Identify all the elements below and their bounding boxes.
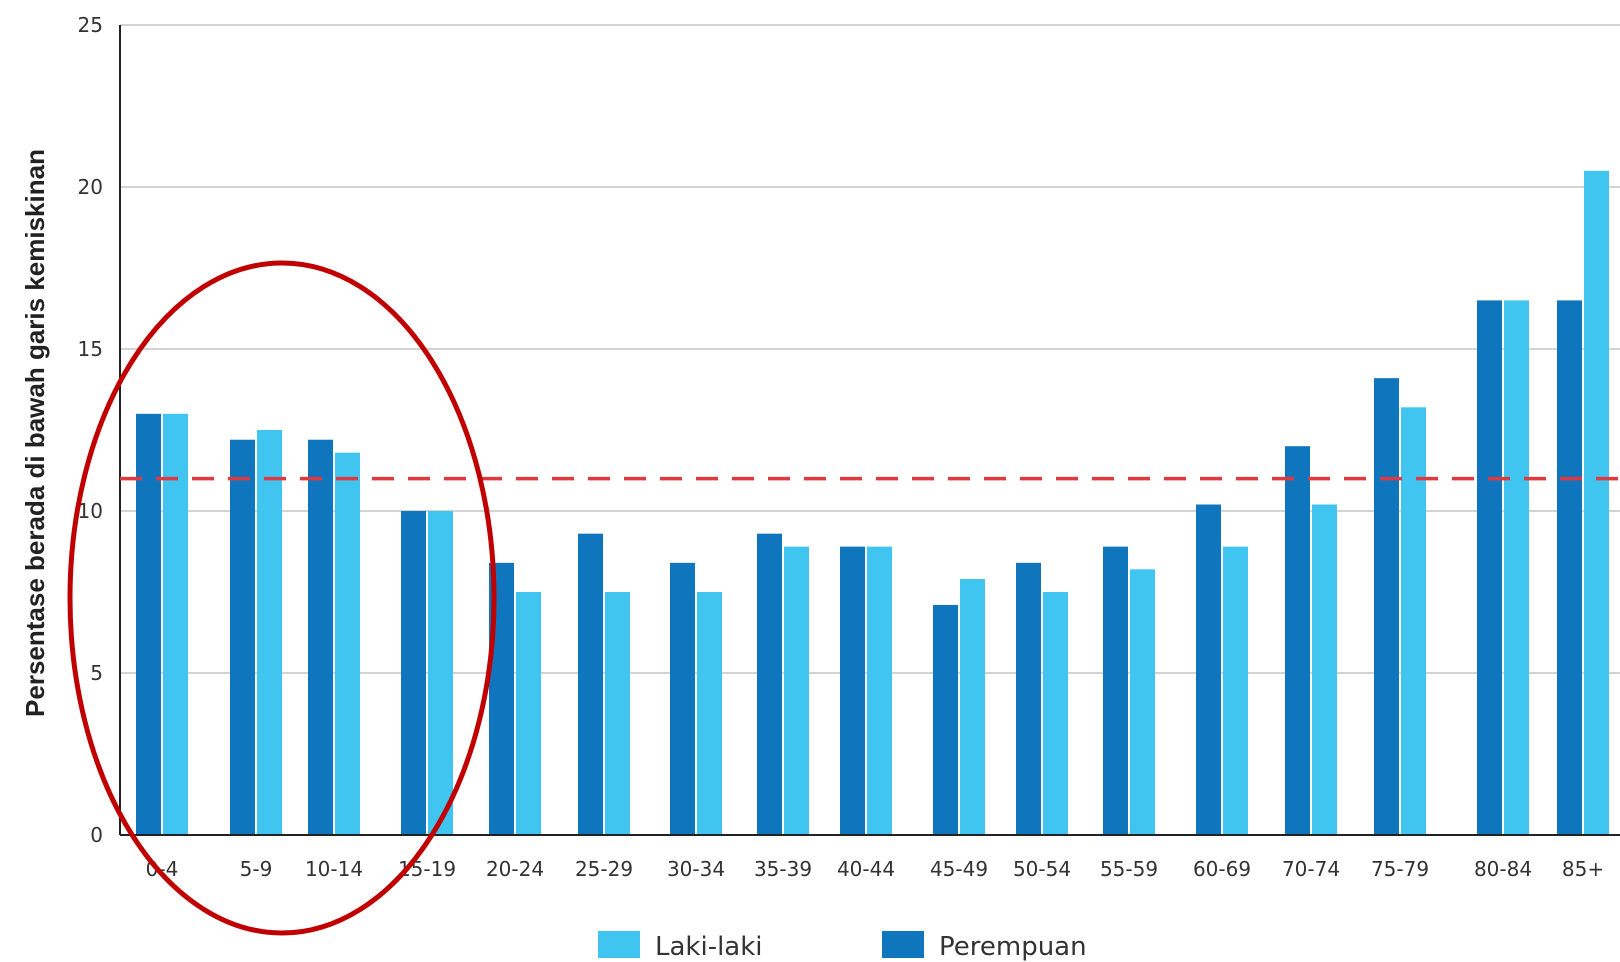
x-tick-label: 30-34 (667, 857, 725, 881)
x-tick-label: 50-54 (1013, 857, 1071, 881)
x-tick-label: 85+ (1562, 857, 1604, 881)
bar-laki-laki-15-19 (428, 511, 453, 835)
legend-label: Perempuan (939, 932, 1087, 962)
bar-laki-laki-60-69 (1223, 546, 1248, 835)
bar-perempuan-10-14 (308, 439, 333, 835)
bar-perempuan-15-19 (401, 511, 426, 835)
bar-perempuan-40-44 (840, 546, 865, 835)
x-tick-label: 45-49 (930, 857, 988, 881)
bar-laki-laki-0-4 (163, 413, 188, 835)
highlight-ellipse (67, 260, 497, 936)
bar-perempuan-50-54 (1016, 562, 1041, 835)
bar-laki-laki-45-49 (960, 579, 985, 835)
x-tick-label: 80-84 (1474, 857, 1532, 881)
bar-laki-laki-55-59 (1130, 569, 1155, 835)
bar-laki-laki-5-9 (257, 430, 282, 835)
gridlines (120, 24, 1620, 674)
x-tick-label: 60-69 (1193, 857, 1251, 881)
bar-laki-laki-20-24 (516, 592, 541, 835)
x-tick-label: 10-14 (305, 857, 363, 881)
bar-laki-laki-70-74 (1312, 504, 1337, 835)
bar-laki-laki-85+ (1584, 170, 1609, 836)
legend: Laki-laki Perempuan (598, 931, 1087, 962)
bar-perempuan-80-84 (1477, 300, 1502, 835)
x-tick-label: 35-39 (754, 857, 812, 881)
bar-laki-laki-75-79 (1401, 407, 1426, 835)
y-tick-label: 5 (90, 661, 103, 685)
y-tick-label: 20 (78, 175, 103, 199)
x-tick-label: 5-9 (240, 857, 273, 881)
x-tick-label: 75-79 (1371, 857, 1429, 881)
y-tick-labels: 0 5 10 15 20 25 (78, 13, 103, 847)
x-tick-label: 40-44 (837, 857, 895, 881)
bar-perempuan-45-49 (933, 604, 958, 835)
y-axis-label: Persentase berada di bawah garis kemiski… (20, 149, 50, 717)
bar-perempuan-55-59 (1103, 546, 1128, 835)
y-tick-label: 10 (78, 499, 103, 523)
legend-swatch (598, 931, 640, 958)
bar-perempuan-30-34 (670, 562, 695, 835)
bar-perempuan-25-29 (578, 533, 603, 835)
bar-perempuan-75-79 (1374, 378, 1399, 835)
bar-laki-laki-40-44 (867, 546, 892, 835)
y-tick-label: 15 (78, 337, 103, 361)
y-tick-label: 0 (90, 823, 103, 847)
bar-perempuan-5-9 (230, 439, 255, 835)
bar-perempuan-85+ (1557, 300, 1582, 835)
bar-laki-laki-25-29 (605, 592, 630, 835)
bar-perempuan-35-39 (757, 533, 782, 835)
x-tick-labels: 0-4 5-9 10-14 15-19 20-24 25-29 30-34 35-39 40-4… (146, 857, 1604, 881)
x-tick-label: 20-24 (486, 857, 544, 881)
bar-perempuan-0-4 (136, 413, 161, 835)
bar-laki-laki-80-84 (1504, 300, 1529, 835)
bar-laki-laki-35-39 (784, 546, 809, 835)
x-tick-label: 55-59 (1100, 857, 1158, 881)
bar-laki-laki-50-54 (1043, 592, 1068, 835)
bar-perempuan-70-74 (1285, 446, 1310, 835)
y-tick-label: 25 (78, 13, 103, 37)
bar-perempuan-60-69 (1196, 504, 1221, 835)
legend-swatch (882, 931, 924, 958)
bars (136, 170, 1609, 836)
x-tick-label: 70-74 (1282, 857, 1340, 881)
x-tick-label: 25-29 (575, 857, 633, 881)
bar-laki-laki-30-34 (697, 592, 722, 835)
bar-laki-laki-10-14 (335, 452, 360, 835)
legend-label: Laki-laki (655, 932, 763, 962)
